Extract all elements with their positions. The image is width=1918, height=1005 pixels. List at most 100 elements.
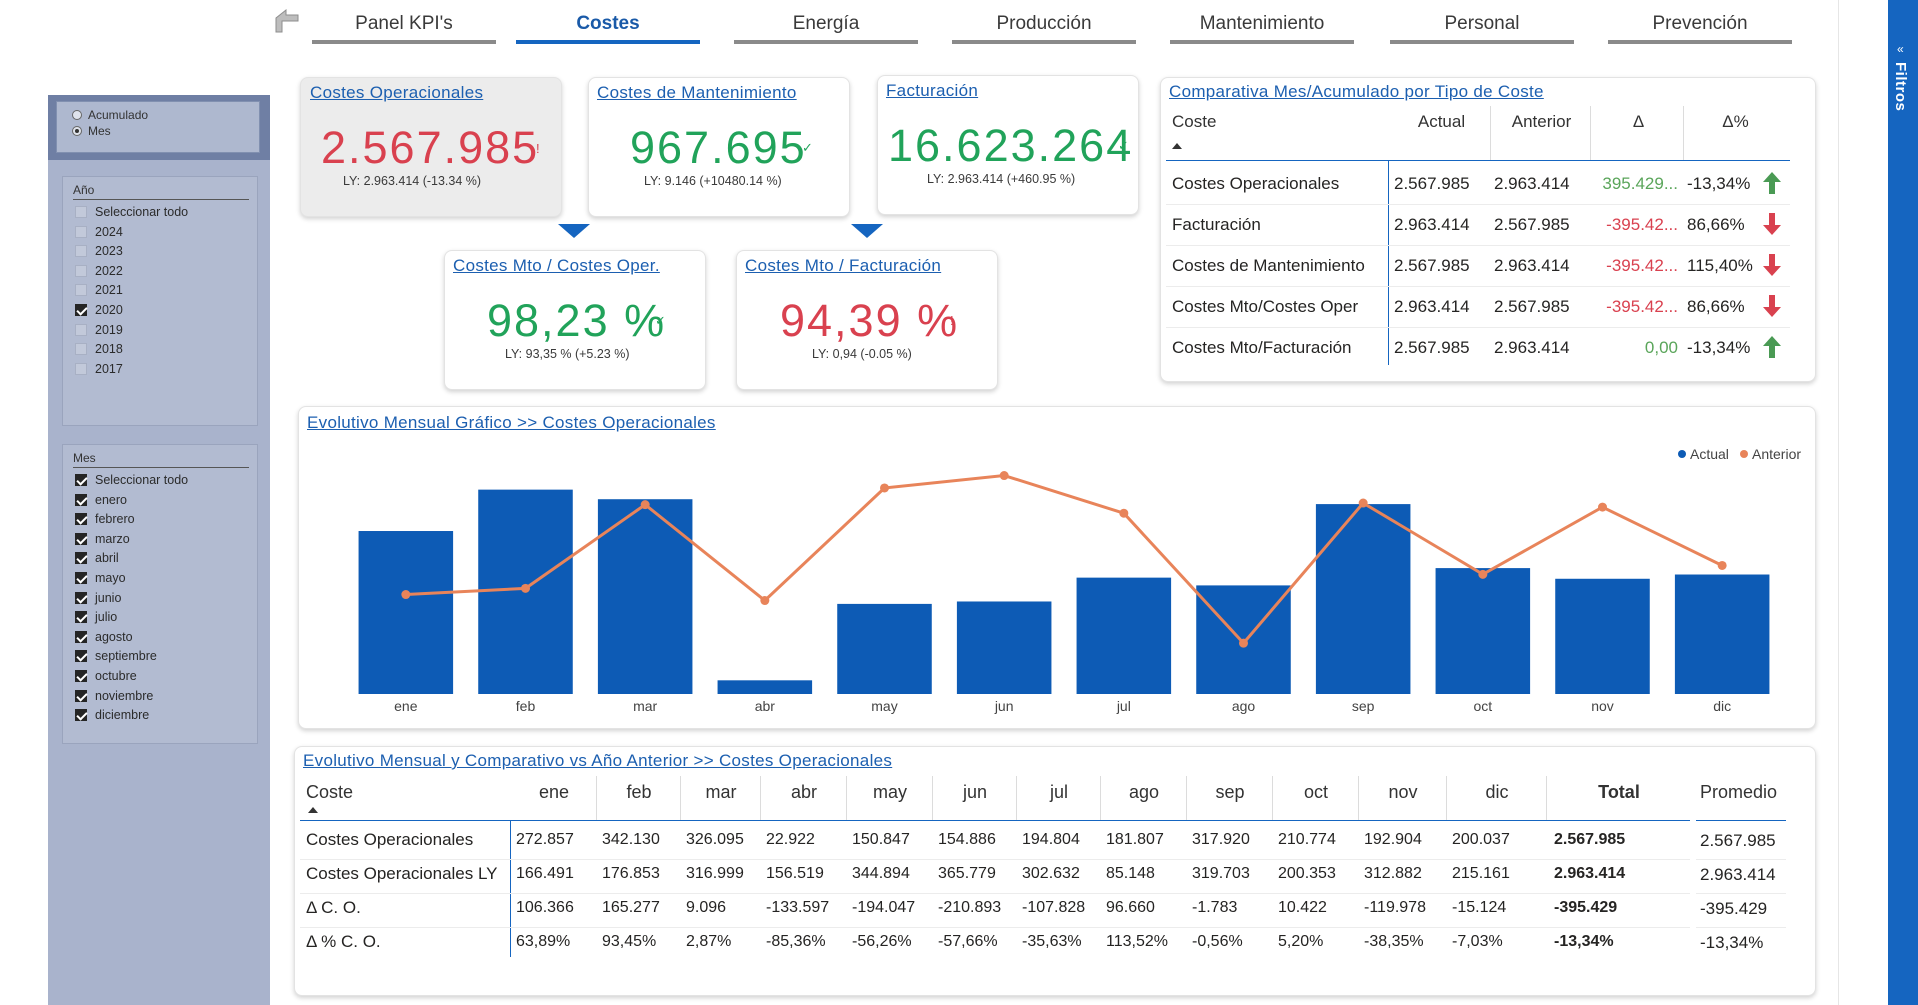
checkbox[interactable] [75,552,87,565]
kpi-title[interactable]: Costes Operacionales [310,83,484,102]
column-header[interactable]: abr [790,782,817,802]
slicer-item[interactable]: Seleccionar todo [75,473,188,487]
column-header[interactable]: Δ% [1722,112,1749,131]
tab-prevención[interactable]: Prevención [1608,0,1792,48]
checkbox[interactable] [75,650,87,663]
legend-actual[interactable]: Actual [1678,446,1729,462]
slicer-item[interactable]: julio [75,610,117,624]
checkbox[interactable] [75,670,87,682]
column-header[interactable]: Coste [1172,112,1217,131]
checkbox[interactable] [75,493,87,506]
point-anterior-dic[interactable] [1717,560,1727,570]
slicer-item[interactable]: octubre [75,669,137,683]
column-header[interactable]: sep [1215,782,1245,802]
checkbox[interactable] [75,709,87,722]
kpi-card-costes-mantenimiento[interactable]: Costes de Mantenimiento 967.695 ✓ LY: 9.… [588,77,850,217]
point-anterior-sep[interactable] [1358,498,1368,508]
slicer-item[interactable]: diciembre [75,708,149,722]
point-anterior-nov[interactable] [1598,502,1607,512]
checkbox[interactable] [75,474,87,486]
slicer-item[interactable]: 2024 [75,225,123,239]
slicer-item[interactable]: febrero [75,512,135,526]
checkbox[interactable] [75,343,87,356]
kpi-card-facturacion[interactable]: Facturación 16.623.264 ✓ LY: 2.963.414 (… [877,75,1139,215]
slicer-item[interactable]: abril [75,551,119,565]
collapse-arrow-icon[interactable]: « [1897,42,1904,56]
column-header[interactable]: Total [1598,782,1640,802]
kpi-title[interactable]: Costes de Mantenimiento [597,83,797,102]
column-header[interactable]: nov [1388,782,1418,802]
bar-actual-jul[interactable] [1076,577,1172,694]
checkbox[interactable] [75,304,87,316]
radio-acumulado[interactable] [72,110,82,120]
slicer-item[interactable]: 2020 [75,303,123,317]
slicer-item[interactable]: 2018 [75,342,123,356]
back-arrow-icon[interactable] [272,8,300,34]
monthly-table-title[interactable]: Evolutivo Mensual y Comparativo vs Año A… [303,751,893,770]
column-header[interactable]: ago [1128,782,1160,802]
column-header[interactable]: Actual [1417,112,1466,131]
checkbox[interactable] [75,630,87,643]
slicer-item[interactable]: mayo [75,571,126,585]
column-header[interactable]: may [872,782,907,802]
chart-title[interactable]: Evolutivo Mensual Gráfico >> Costes Oper… [307,413,716,432]
column-header[interactable]: Anterior [1511,112,1572,131]
line-anterior[interactable] [405,473,1723,646]
bar-actual-jun[interactable] [956,601,1052,694]
tab-personal[interactable]: Personal [1390,0,1574,48]
slicer-item[interactable]: 2017 [75,362,123,376]
kpi-title[interactable]: Costes Mto / Costes Oper. [453,256,660,275]
checkbox[interactable] [75,513,87,526]
checkbox[interactable] [75,591,87,604]
mode-option-acumulado[interactable]: Acumulado [72,108,148,122]
column-header[interactable]: dic [1485,782,1509,802]
bar-actual-may[interactable] [837,603,932,694]
column-header[interactable]: jun [962,782,988,802]
column-header[interactable]: Coste [306,782,354,802]
sort-asc-icon[interactable] [308,807,318,813]
sort-asc-icon[interactable] [1172,143,1182,149]
slicer-item[interactable]: 2019 [75,323,123,337]
slicer-item[interactable]: 2022 [75,264,123,278]
kpi-card-mto-fact[interactable]: Costes Mto / Facturación 94,39 % ! LY: 0… [736,250,998,390]
checkbox[interactable] [75,362,87,375]
point-anterior-jun[interactable] [999,471,1009,481]
column-header[interactable]: feb [626,782,652,802]
kpi-card-mto-oper[interactable]: Costes Mto / Costes Oper. 98,23 % ✓ LY: … [444,250,706,390]
column-header[interactable]: mar [705,782,737,802]
bar-actual-oct[interactable] [1435,568,1531,694]
tab-costes[interactable]: Costes [516,0,700,48]
checkbox[interactable] [75,206,87,218]
promedio-header[interactable]: Promedio [1700,782,1778,802]
point-anterior-feb[interactable] [521,583,530,593]
mode-option-mes[interactable]: Mes [72,124,111,138]
kpi-title[interactable]: Costes Mto / Facturación [745,256,942,275]
tab-energía[interactable]: Energía [734,0,918,48]
column-header[interactable]: oct [1303,782,1328,802]
bar-actual-nov[interactable] [1555,578,1650,694]
bar-actual-abr[interactable] [717,680,813,694]
filters-pane-toggle[interactable]: « Filtros [1888,0,1918,1005]
kpi-card-costes-operacionales[interactable]: Costes Operacionales 2.567.985 ! LY: 2.9… [300,77,562,217]
column-header[interactable]: jul [1049,782,1068,802]
checkbox[interactable] [75,264,87,277]
checkbox[interactable] [75,532,87,545]
checkbox[interactable] [75,284,87,297]
radio-mes[interactable] [72,126,82,136]
checkbox[interactable] [75,611,87,624]
tab-mantenimiento[interactable]: Mantenimiento [1170,0,1354,48]
bar-actual-sep[interactable] [1315,504,1411,694]
slicer-item[interactable]: agosto [75,630,133,644]
checkbox[interactable] [75,245,87,258]
slicer-item[interactable]: noviembre [75,689,153,703]
point-anterior-ago[interactable] [1239,638,1248,648]
comparativa-title[interactable]: Comparativa Mes/Acumulado por Tipo de Co… [1169,82,1544,101]
slicer-item[interactable]: enero [75,493,127,507]
checkbox[interactable] [75,572,87,584]
kpi-title[interactable]: Facturación [886,81,979,100]
point-anterior-oct[interactable] [1478,569,1488,579]
point-anterior-may[interactable] [880,483,889,493]
point-anterior-abr[interactable] [760,596,770,606]
slicer-item[interactable]: septiembre [75,649,157,663]
checkbox[interactable] [75,225,87,238]
